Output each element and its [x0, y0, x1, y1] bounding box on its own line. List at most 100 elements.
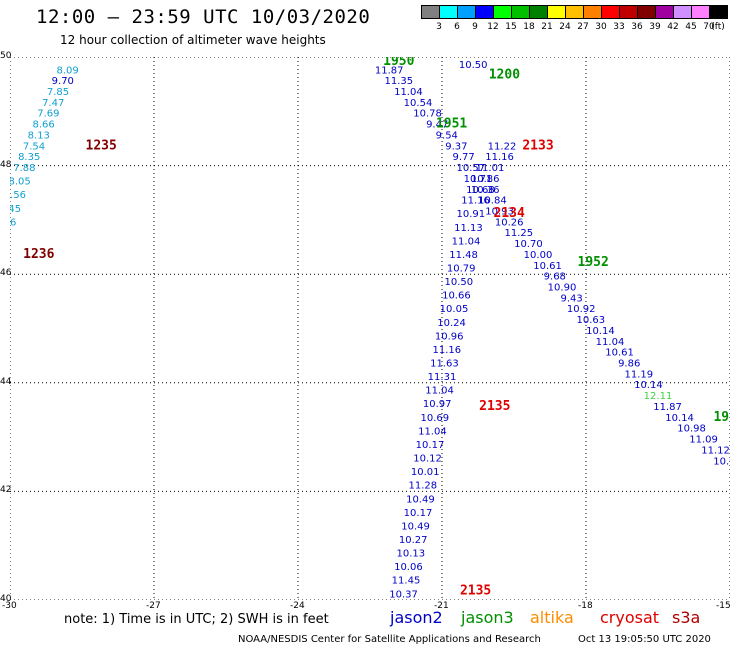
scale-label: 39	[649, 22, 661, 32]
wave-height-value: 10.37	[389, 589, 418, 600]
scale-swatch	[691, 5, 710, 19]
wave-height-value: 10.12	[413, 454, 442, 465]
lat-tick-label: 42	[0, 485, 12, 496]
wave-height-value: 10.05	[440, 304, 469, 315]
wave-height-value: 8.66	[32, 120, 54, 131]
wave-height-value: 10.17	[416, 440, 445, 451]
lon-tick-label: -15	[716, 601, 731, 611]
legend-jason2: jason2	[390, 608, 443, 627]
wave-height-value: 11.45	[392, 576, 421, 587]
wave-height-value: 11.35	[384, 76, 413, 87]
wave-height-value: 10.50	[444, 277, 473, 288]
scale-label: 9	[472, 22, 478, 32]
footer-timestamp: Oct 13 19:05:50 UTC 2020	[578, 634, 711, 645]
scale-swatch	[673, 5, 692, 19]
wave-height-value: 10.17	[404, 508, 433, 519]
wave-height-value: 10.14	[586, 326, 615, 337]
scale-label: 21	[541, 22, 553, 32]
wave-height-value: 11.04	[596, 337, 625, 348]
legend-cryosat: cryosat	[600, 608, 660, 627]
wave-height-value: 11.12	[701, 445, 730, 456]
scale-label: 18	[523, 22, 535, 32]
wave-height-value: 10.54	[404, 98, 433, 109]
wave-height-value: 10.49	[401, 521, 430, 532]
wave-height-value: 11.48	[449, 250, 478, 261]
lat-tick-label: 46	[0, 268, 12, 279]
wave-height-value: 7.85	[47, 87, 69, 98]
color-scale-legend: 3 6 9 12 15 18 21 24 27 30 33 36 39 42 45 70 (ft)	[421, 5, 728, 37]
scale-label: 70	[703, 22, 715, 32]
pass-time-label: 2134	[494, 206, 525, 221]
wave-height-value: 11.16	[461, 196, 490, 207]
page-subtitle: 12 hour collection of altimeter wave hei…	[60, 33, 326, 47]
wave-height-value: 9.77	[452, 152, 474, 163]
lon-tick-label: -18	[578, 601, 593, 611]
wave-height-value: 10.00	[524, 250, 553, 261]
wave-height-value: 7.45	[10, 204, 21, 215]
scale-label: 33	[613, 22, 625, 32]
wave-height-value: 10.26	[495, 217, 524, 228]
pass-time-label: 195	[713, 410, 730, 425]
wave-height-value: 9.68	[544, 272, 566, 283]
wave-height-value: 10.57	[456, 163, 485, 174]
wave-height-value: 11.25	[504, 228, 533, 239]
wave-height-value: 11.16	[432, 345, 461, 356]
wave-height-value: 10.78	[413, 109, 442, 120]
scale-swatch	[529, 5, 548, 19]
scale-swatch	[619, 5, 638, 19]
wave-height-value: 10.49	[406, 494, 435, 505]
wave-height-value: 11.04	[425, 386, 454, 397]
wave-height-value: 8.06	[10, 217, 16, 228]
wave-height-value: 7.69	[37, 109, 59, 120]
pass-time-label: 1951	[436, 117, 467, 132]
wave-height-value: 11.63	[430, 359, 459, 370]
wave-height-value: 10.86	[471, 174, 500, 185]
wave-height-value: 10.92	[567, 304, 596, 315]
wave-height-value: 10.71	[464, 174, 493, 185]
wave-height-value: 11.31	[428, 372, 457, 383]
scale-swatch	[637, 5, 656, 19]
wave-height-value: 10.84	[478, 196, 507, 207]
scale-swatch	[709, 5, 728, 19]
legend-s3a: s3a	[672, 608, 701, 627]
pass-time-label: 1235	[86, 138, 117, 153]
scale-swatch	[511, 5, 530, 19]
wave-height-value: 10.97	[423, 399, 452, 410]
map-svg: 8.099.707.857.477.698.668.137.548.357.88…	[0, 54, 740, 601]
wave-height-value: 9.86	[618, 359, 640, 370]
scale-swatch	[583, 5, 602, 19]
scale-label: 12	[487, 22, 499, 32]
pass-time-label: 1950	[383, 57, 414, 69]
wave-height-value: 10.06	[394, 562, 423, 573]
wave-height-value: 12.11	[644, 391, 673, 402]
scale-swatch	[565, 5, 584, 19]
legend-altika: altika	[530, 608, 574, 627]
scale-swatch	[439, 5, 458, 19]
lat-tick-label: 50	[0, 51, 12, 61]
lat-tick-label: 40	[0, 594, 12, 604]
wave-height-value: 11.04	[418, 426, 447, 437]
wave-height-value: 9.37	[445, 141, 467, 152]
scale-label: 24	[559, 22, 571, 32]
scale-swatch	[421, 5, 440, 19]
lon-tick-label: -24	[290, 601, 305, 611]
wave-height-value: 6.56	[10, 190, 26, 201]
wave-height-value: 8.09	[56, 65, 78, 76]
wave-height-value: 9.70	[52, 76, 74, 87]
scale-unit: (ft)	[711, 22, 725, 32]
wave-height-value: 8.05	[10, 177, 31, 188]
wave-height-value: 10.66	[442, 291, 471, 302]
wave-height-value: 11.28	[408, 481, 437, 492]
lat-tick-label: 44	[0, 376, 12, 387]
wave-height-value: 8.13	[28, 130, 50, 141]
wave-height-value: 10.24	[437, 318, 466, 329]
scale-swatch	[457, 5, 476, 19]
wave-height-value: 10.61	[533, 261, 562, 272]
scale-swatch	[655, 5, 674, 19]
wave-height-value: 10.68	[466, 185, 495, 196]
wave-height-value: 10.50	[459, 60, 488, 71]
wave-height-value: 10.93	[485, 206, 514, 217]
wave-height-value: 11.87	[653, 402, 682, 413]
wave-height-value: 10.63	[576, 315, 605, 326]
lon-tick-label: -21	[434, 601, 449, 611]
